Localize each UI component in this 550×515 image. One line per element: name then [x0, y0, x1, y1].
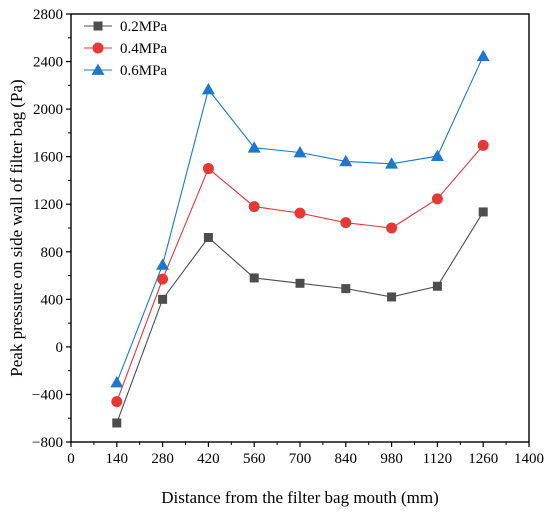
data-point [293, 146, 307, 158]
x-tick-label: 420 [197, 451, 220, 467]
legend: 0.2MPa 0.4MPa 0.6MPa [84, 19, 167, 79]
data-point [156, 258, 170, 270]
x-tick-label: 840 [335, 451, 358, 467]
y-tick-label: 400 [41, 292, 64, 308]
y-axis-title: Peak pressure on side wall of filter bag… [7, 79, 26, 376]
series-line [116, 55, 484, 383]
series-3 [110, 49, 490, 388]
data-point [385, 157, 399, 169]
x-axis-title: Distance from the filter bag mouth (mm) [161, 488, 439, 507]
series-1 [112, 207, 488, 428]
data-point [432, 281, 442, 291]
y-tick-label: 0 [56, 340, 64, 356]
y-tick-label: 1600 [33, 150, 63, 166]
legend-marker [91, 63, 105, 75]
x-tick-label: 700 [289, 451, 312, 467]
y-tick-label: 2400 [33, 55, 63, 71]
data-point [157, 273, 169, 285]
series-line [116, 145, 484, 402]
data-point [158, 294, 168, 304]
y-tick-label: 800 [41, 245, 64, 261]
data-point [201, 82, 215, 95]
y-tick-label: 2800 [33, 7, 63, 23]
data-point [249, 273, 259, 283]
legend-item: 0.6MPa [84, 63, 167, 79]
y-tick-label: −400 [32, 387, 63, 403]
y-tick-label: 2000 [33, 102, 63, 118]
data-point [477, 139, 489, 151]
x-tick-label: 140 [106, 451, 129, 467]
x-tick-label: 1400 [514, 451, 544, 467]
data-point [247, 141, 261, 153]
legend-item: 0.4MPa [84, 41, 167, 57]
data-point [203, 233, 213, 243]
data-point [431, 193, 443, 205]
data-point [294, 207, 306, 219]
data-point [478, 207, 488, 217]
x-tick-label: 560 [243, 451, 266, 467]
legend-label: 0.2MPa [120, 19, 167, 35]
x-tick-label: 280 [151, 451, 174, 467]
legend-marker [93, 21, 103, 31]
legend-label: 0.6MPa [120, 63, 167, 79]
data-point [112, 418, 122, 428]
ticks-layer: 0 140 280 420 560 700 840 980 1120 1260 1400 −800 −4… [32, 7, 544, 467]
series-line [116, 211, 484, 424]
data-point [248, 201, 260, 213]
data-point [476, 49, 490, 62]
x-tick-label: 980 [380, 451, 403, 467]
y-tick-label: −800 [32, 435, 63, 451]
data-point [339, 154, 353, 167]
legend-item: 0.2MPa [84, 19, 167, 35]
data-point [110, 376, 124, 388]
data-point [295, 278, 305, 288]
data-point [386, 222, 398, 234]
x-tick-label: 0 [67, 451, 75, 467]
legend-label: 0.4MPa [120, 41, 167, 57]
data-point [340, 217, 352, 229]
series-layer [110, 49, 490, 428]
data-point [387, 292, 397, 302]
x-tick-label: 1260 [468, 451, 498, 467]
data-point [430, 149, 444, 161]
data-point [341, 284, 351, 294]
y-tick-label: 1200 [33, 197, 63, 213]
data-point [202, 163, 214, 175]
series-2 [111, 139, 489, 408]
data-point [111, 396, 123, 408]
legend-marker [92, 42, 104, 54]
x-tick-label: 1120 [423, 451, 452, 467]
